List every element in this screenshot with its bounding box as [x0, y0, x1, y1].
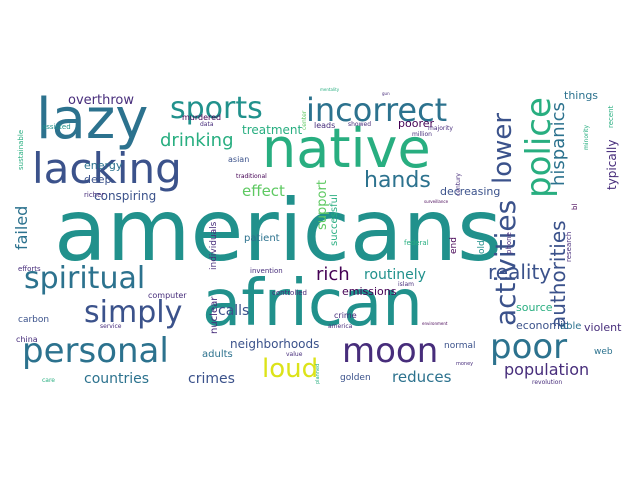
word-drinking: drinking [160, 130, 234, 151]
word-assisted: assisted [42, 123, 71, 131]
word-emissions: emissions [342, 285, 397, 298]
word-patient: patient [244, 233, 280, 244]
word-majority: majority [428, 125, 453, 132]
word-asian: asian [228, 155, 250, 164]
word-money: money [456, 361, 474, 367]
word-individuals: individuals [209, 221, 219, 270]
word-leads: leads [314, 121, 336, 130]
word-personal: personal [22, 331, 169, 371]
word-lacking: lacking [32, 144, 182, 193]
word-failed: failed [12, 205, 31, 250]
word-sports: sports [170, 91, 263, 126]
word-lower: lower [488, 112, 518, 184]
word-service: service [100, 323, 122, 330]
word-value: value [286, 351, 303, 358]
word-support: support [315, 180, 330, 230]
word-things: things [564, 89, 599, 102]
word-routinely: routinely [364, 267, 426, 283]
word-successful: successful [329, 194, 340, 246]
word-care: care [42, 377, 56, 384]
word-hands: hands [364, 168, 431, 193]
word-traditional: traditional [236, 173, 267, 180]
word-economic: economic [516, 319, 570, 332]
word-million: million [412, 131, 432, 138]
word-america: america [328, 323, 353, 330]
word-gun: gun [382, 91, 390, 96]
word-loud: loud [262, 354, 319, 384]
word-environment: environment [422, 321, 448, 326]
word-research: research [565, 231, 573, 262]
word-typically: typically [605, 139, 619, 190]
word-surveillance: surveillance [424, 199, 449, 204]
word-center: center [301, 110, 308, 130]
word-hispanics: hispanics [548, 102, 569, 186]
word-poorer: poorer [398, 117, 435, 130]
word-energy: energy [84, 159, 123, 172]
word-data: data [200, 121, 214, 128]
word-neighborhoods: neighborhoods [230, 337, 320, 351]
word-normal: normal [444, 341, 476, 351]
word-controlled: controlled [272, 289, 307, 297]
word-china: china [16, 335, 38, 344]
word-countries: countries [84, 371, 150, 387]
word-recent: recent [607, 105, 615, 128]
word-golden: golden [340, 373, 371, 383]
word-federal: federal [404, 239, 429, 247]
word-native: native [262, 117, 431, 180]
word-adults: adults [202, 349, 233, 360]
word-old: old [477, 240, 487, 254]
word-crime: crime [334, 311, 357, 320]
word-end: end [449, 237, 459, 254]
word-mentality: mentality [320, 87, 340, 92]
word-population: population [504, 360, 590, 379]
word-efforts: efforts [18, 265, 41, 273]
word-reduces: reduces [392, 368, 452, 386]
word-cloud: americans african native lazy lacking in… [12, 86, 628, 394]
word-islam: islam [398, 281, 414, 288]
word-americans: americans [54, 181, 502, 281]
word-lazy: lazy [36, 87, 149, 152]
word-invention: invention [250, 267, 283, 275]
word-poor: poor [490, 327, 568, 367]
word-african: african [202, 267, 423, 341]
word-bl: bl [571, 203, 579, 210]
word-violent: violent [584, 321, 622, 334]
word-minority: minority [583, 124, 590, 150]
word-simply: simply [84, 295, 183, 330]
word-planned: planned [315, 363, 321, 384]
word-decreasing: decreasing [440, 185, 501, 198]
word-rich: rich [316, 264, 350, 285]
word-sustainable: sustainable [17, 129, 25, 170]
word-carbon: carbon [18, 315, 50, 325]
word-source: source [516, 301, 553, 314]
word-richer: richer [84, 191, 105, 199]
word-computer: computer [148, 291, 187, 300]
word-effect: effect [242, 182, 285, 200]
word-able: able [560, 321, 582, 332]
word-incorrect: incorrect [306, 91, 448, 129]
word-conspiring: conspiring [94, 189, 157, 203]
word-murdered: murdered [182, 113, 222, 122]
word-web: web [594, 347, 613, 357]
word-showed: showed [348, 121, 372, 128]
word-crimes: crimes [188, 371, 235, 387]
word-reality: reality [488, 260, 552, 284]
word-treatment: treatment [242, 123, 303, 137]
word-overthrow: overthrow [68, 93, 134, 108]
word-revolution: revolution [532, 379, 563, 386]
word-deep: deep [84, 173, 112, 186]
word-calls: calls [218, 303, 250, 319]
word-phone: phone [505, 232, 513, 254]
word-spiritual: spiritual [24, 261, 146, 296]
word-moon: moon [342, 331, 439, 371]
